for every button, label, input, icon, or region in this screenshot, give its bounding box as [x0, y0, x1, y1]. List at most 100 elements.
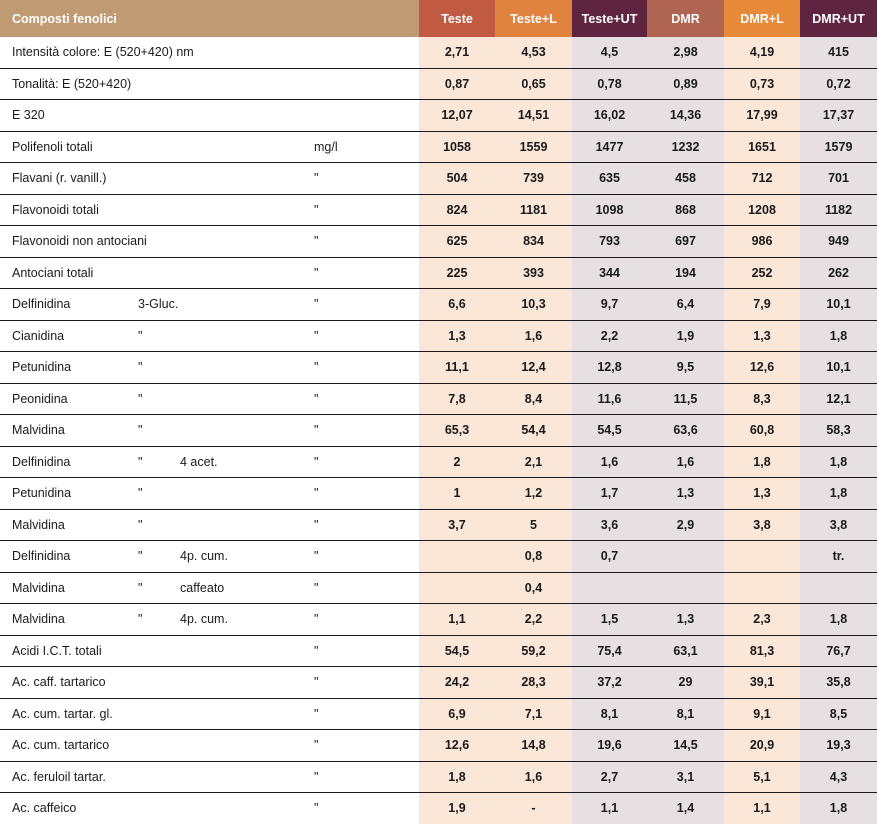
row-unit: "	[314, 769, 319, 784]
value-cell: tr.	[800, 540, 877, 573]
value-cell: 54,5	[419, 635, 495, 667]
value-cell: 1182	[800, 194, 877, 226]
value-cell: -	[495, 792, 572, 824]
value-cell: 3,8	[724, 509, 800, 541]
value-cell: 54,5	[572, 414, 647, 447]
row-name: Petunidina	[12, 486, 72, 501]
value-cell: 5,1	[724, 761, 800, 793]
table-row: Delfinidina " 4p. cum. " 0,8 0,7 tr.	[0, 540, 877, 573]
row-name: Ac. caffeico	[12, 801, 77, 816]
value-cell: 1058	[419, 131, 495, 163]
row-subqualifier: caffeato	[180, 580, 225, 595]
value-cell: 14,51	[495, 99, 572, 132]
value-cell: 1,8	[800, 792, 877, 824]
value-cell: 1181	[495, 194, 572, 226]
value-cell: 10,3	[495, 288, 572, 321]
value-cell: 8,1	[572, 698, 647, 730]
row-label-cell: Acidi I.C.T. totali "	[0, 635, 419, 667]
row-unit: "	[314, 360, 319, 375]
value-cell: 6,4	[647, 288, 724, 321]
column-header-teste-l: Teste+L	[495, 0, 572, 37]
row-label-cell: Malvidina " 4p. cum. "	[0, 603, 419, 636]
row-name: Polifenoli totali	[12, 139, 93, 154]
value-cell: 60,8	[724, 414, 800, 447]
value-cell: 1,3	[419, 320, 495, 352]
value-cell: 8,5	[800, 698, 877, 730]
row-name: Peonidina	[12, 391, 68, 406]
row-unit: "	[314, 706, 319, 721]
value-cell: 1,6	[495, 320, 572, 352]
value-cell: 8,1	[647, 698, 724, 730]
row-label-cell: Flavonoidi totali "	[0, 194, 419, 226]
value-cell: 1,4	[647, 792, 724, 824]
row-label-cell: Polifenoli totali mg/l	[0, 131, 419, 163]
table-body: Intensità colore: E (520+420) nm 2,71 4,53…	[0, 37, 877, 824]
row-qualifier: "	[138, 612, 143, 627]
value-cell: 344	[572, 257, 647, 289]
row-name: Delfinidina	[12, 454, 71, 469]
value-cell: 739	[495, 162, 572, 195]
row-qualifier: "	[138, 454, 143, 469]
table-row: Ac. caffeico " 1,9-1,1 1,4 1,1 1,8	[0, 792, 877, 824]
value-cell: 14,5	[647, 729, 724, 762]
value-cell: 2	[419, 446, 495, 478]
table-row: Polifenoli totali mg/l 1058 1559 1477 1232 165…	[0, 131, 877, 163]
table-row: Acidi I.C.T. totali " 54,5 59,2 75,4 63,1 81,3…	[0, 635, 877, 667]
row-name: Flavani (r. vanill.)	[12, 171, 107, 186]
value-cell: 2,2	[572, 320, 647, 352]
value-cell	[419, 540, 495, 573]
value-cell: 35,8	[800, 666, 877, 699]
row-unit: "	[314, 643, 319, 658]
value-cell: 8,3	[724, 383, 800, 415]
row-label-cell: Malvidina " caffeato "	[0, 572, 419, 604]
value-cell: 625	[419, 225, 495, 258]
table-row: Ac. cum. tartarico " 12,6 14,8 19,6 14,5 20,9 1…	[0, 729, 877, 762]
row-unit: "	[314, 612, 319, 627]
row-label-cell: Flavonoidi non antociani "	[0, 225, 419, 258]
value-cell: 3,8	[800, 509, 877, 541]
value-cell: 7,8	[419, 383, 495, 415]
value-cell: 504	[419, 162, 495, 195]
row-label-cell: Ac. caffeico "	[0, 792, 419, 824]
value-cell: 0,78	[572, 68, 647, 100]
value-cell	[647, 540, 724, 573]
row-label-cell: Petunidina " "	[0, 477, 419, 510]
row-label-cell: Ac. caff. tartarico "	[0, 666, 419, 699]
row-label-cell: Delfinidina " 4p. cum. "	[0, 540, 419, 573]
value-cell: 10,1	[800, 288, 877, 321]
row-label-cell: Petunidina " "	[0, 351, 419, 384]
value-cell: 1,9	[419, 792, 495, 824]
table-row: Antociani totali " 225 393 344 194 252 262	[0, 257, 877, 289]
value-cell: 6,9	[419, 698, 495, 730]
table-row: Delfinidina " 4 acet. " 2 2,1 1,6 1,6 1,8 1,8	[0, 446, 877, 478]
row-subqualifier: 4p. cum.	[180, 549, 228, 564]
value-cell: 39,1	[724, 666, 800, 699]
value-cell: 29	[647, 666, 724, 699]
row-name: Ac. feruloil tartar.	[12, 769, 106, 784]
row-label-cell: Delfinidina 3-Gluc. "	[0, 288, 419, 321]
value-cell: 12,6	[724, 351, 800, 384]
value-cell: 5	[495, 509, 572, 541]
value-cell: 3,6	[572, 509, 647, 541]
value-cell: 4,5	[572, 37, 647, 69]
value-cell: 868	[647, 194, 724, 226]
row-unit: "	[314, 328, 319, 343]
row-label-cell: Ac. feruloil tartar. "	[0, 761, 419, 793]
column-header-teste: Teste	[419, 0, 495, 37]
value-cell: 0,89	[647, 68, 724, 100]
row-label-cell: Ac. cum. tartarico "	[0, 729, 419, 762]
row-name: Malvidina	[12, 580, 65, 595]
row-qualifier: "	[138, 517, 143, 532]
row-label-cell: Intensità colore: E (520+420) nm	[0, 37, 419, 69]
value-cell: 225	[419, 257, 495, 289]
value-cell: 2,9	[647, 509, 724, 541]
value-cell: 14,36	[647, 99, 724, 132]
value-cell: 1559	[495, 131, 572, 163]
row-name: Flavonoidi totali	[12, 202, 99, 217]
value-cell: 75,4	[572, 635, 647, 667]
value-cell: 712	[724, 162, 800, 195]
value-cell: 9,7	[572, 288, 647, 321]
value-cell: 11,5	[647, 383, 724, 415]
value-cell: 37,2	[572, 666, 647, 699]
